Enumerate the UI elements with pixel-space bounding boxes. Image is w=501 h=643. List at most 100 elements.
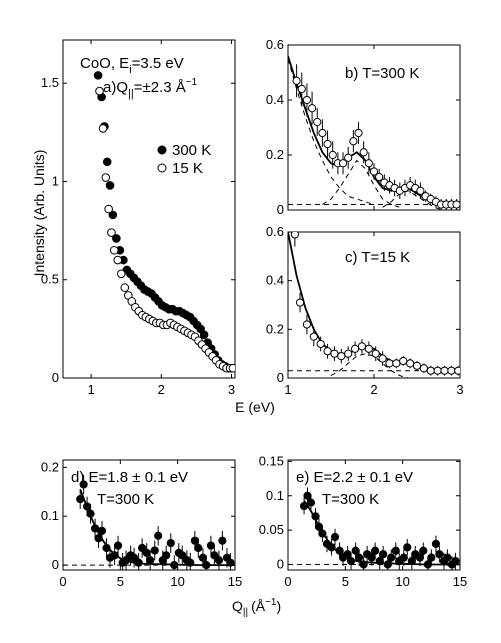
data-point-c xyxy=(399,356,408,366)
plot-frame-d xyxy=(62,459,236,571)
data-point-c xyxy=(419,364,428,373)
y-tick-label-e: 0.15 xyxy=(259,453,284,468)
data-point-a-15k xyxy=(95,86,104,96)
annotation-d-line1: d) E=1.8 ± 0.1 eV xyxy=(71,469,188,486)
data-point-a-300k xyxy=(105,181,115,190)
data-point-e xyxy=(299,501,309,511)
data-point-e xyxy=(367,553,376,562)
data-point-c xyxy=(316,339,325,349)
data-point-c xyxy=(350,344,360,353)
y-tick-label-d: 0 xyxy=(52,557,59,572)
data-point-d xyxy=(206,541,216,550)
data-point-d xyxy=(138,543,147,553)
data-point-c xyxy=(290,232,299,239)
data-point-e xyxy=(351,546,360,555)
bottom-x-label-sub: || xyxy=(243,607,248,618)
annotation-d-line2: T=300 K xyxy=(97,491,154,508)
data-point-d xyxy=(86,509,95,518)
bottom-x-label-unit: (Å xyxy=(251,598,266,614)
data-point-e xyxy=(387,553,396,562)
data-point-c xyxy=(302,320,312,329)
data-point-b xyxy=(318,128,327,138)
data-point-a-15k xyxy=(109,245,119,255)
panel-b: 0 0.2 0.4 0.6 b) T=300 K xyxy=(266,37,461,217)
bottom-x-label-q: Q xyxy=(232,598,243,614)
data-point-a-15k xyxy=(116,269,126,279)
data-point-a-15k xyxy=(107,228,116,237)
data-point-c xyxy=(378,354,387,363)
data-point-d xyxy=(91,524,100,533)
data-point-a-15k xyxy=(113,255,123,265)
data-point-b xyxy=(292,76,301,85)
annotation-a-line1-main: CoO, E xyxy=(80,55,129,72)
data-point-c xyxy=(454,366,460,375)
data-point-c xyxy=(344,349,353,358)
legend-label-300k: 300 K xyxy=(172,142,211,159)
data-point-d xyxy=(142,548,151,557)
data-point-c xyxy=(364,344,373,353)
data-point-c xyxy=(433,366,442,375)
data-point-e xyxy=(303,491,312,500)
y-tick-label-c: 0 xyxy=(277,370,284,385)
data-point-e xyxy=(375,556,384,566)
plot-frame-e xyxy=(287,459,461,571)
data-point-b xyxy=(344,153,353,162)
x-tick-label-a: 2 xyxy=(158,382,165,397)
y-tick-label-a: 1.5 xyxy=(41,75,59,90)
plot-area-c xyxy=(288,232,460,378)
data-point-e xyxy=(451,556,460,566)
data-point-b xyxy=(452,200,460,209)
x-tick-label-a: 1 xyxy=(87,382,94,397)
x-tick-label-c: 3 xyxy=(456,382,463,397)
data-point-a-300k xyxy=(102,157,112,167)
data-point-d xyxy=(76,495,85,504)
x-tick-label-e: 15 xyxy=(453,574,467,589)
x-tick-label-e: 10 xyxy=(395,574,409,589)
data-point-b xyxy=(302,95,312,105)
data-point-e xyxy=(354,553,364,562)
data-point-c xyxy=(323,347,332,356)
data-point-a-300k xyxy=(108,210,118,220)
plot-area-b xyxy=(288,55,460,210)
data-point-e xyxy=(407,556,416,566)
data-point-d xyxy=(150,546,159,555)
annotation-a-line2-rest: =±2.3 Å xyxy=(134,79,186,96)
data-point-e xyxy=(431,539,441,548)
data-point-c xyxy=(406,359,415,368)
y-tick-label-b: 0 xyxy=(277,202,284,217)
fit-component-b xyxy=(322,159,400,208)
y-tick-label-e: 0.1 xyxy=(266,488,284,503)
data-point-e xyxy=(435,550,444,559)
data-point-c xyxy=(295,298,305,307)
annotation-e-line1: e) E=2.2 ± 0.1 eV xyxy=(296,469,413,486)
y-axis-label: Intensity (Arb. Units) xyxy=(31,150,47,277)
data-point-d xyxy=(82,502,92,511)
data-point-a-15k xyxy=(104,204,113,214)
data-point-b xyxy=(369,167,379,176)
data-point-e xyxy=(311,512,320,521)
data-point-b xyxy=(297,84,306,94)
data-point-c xyxy=(357,342,367,351)
x-tick-label-d: 5 xyxy=(117,574,124,589)
annotation-a-line2-main: a)Q xyxy=(103,79,128,96)
data-point-d xyxy=(198,553,207,562)
bottom-x-label-exp: −1 xyxy=(265,597,277,608)
x-tick-label-a: 3 xyxy=(228,382,235,397)
legend-marker-15k xyxy=(157,163,167,173)
y-tick-label-b: 0.2 xyxy=(266,147,284,162)
y-tick-label-d: 0.2 xyxy=(41,459,59,474)
data-point-e xyxy=(383,560,392,569)
data-point-c xyxy=(330,349,339,358)
annotation-a-line2: a)Q||=±2.3 Å−1 xyxy=(103,77,198,100)
plot-area-e xyxy=(288,487,460,570)
data-point-d xyxy=(79,480,88,489)
data-point-d xyxy=(121,556,131,565)
y-tick-label-c: 0.4 xyxy=(266,273,284,288)
data-point-d xyxy=(129,553,139,562)
data-point-e xyxy=(306,498,316,507)
data-point-c xyxy=(309,332,318,341)
legend-label-15k: 15 K xyxy=(172,160,203,177)
data-point-c xyxy=(447,366,456,375)
data-point-a-15k xyxy=(98,124,108,133)
